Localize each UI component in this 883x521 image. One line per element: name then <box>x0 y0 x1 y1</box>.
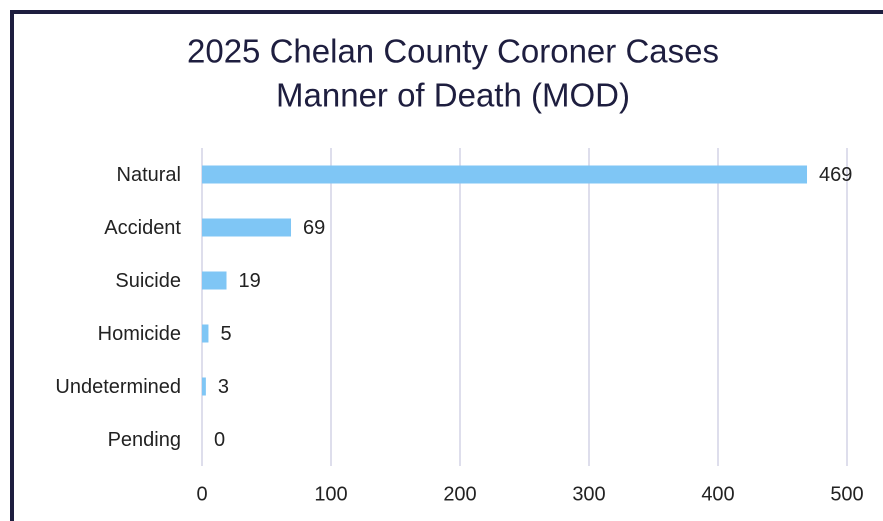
y-tick-label: Undetermined <box>55 376 181 398</box>
x-tick-label: 200 <box>443 483 476 505</box>
x-tick-label: 500 <box>830 483 863 505</box>
data-label: 5 <box>220 323 231 345</box>
data-label: 469 <box>819 164 852 186</box>
y-tick-label: Pending <box>108 429 181 451</box>
y-tick-label: Accident <box>104 217 181 239</box>
chart-title: 2025 Chelan County Coroner Cases <box>187 33 719 70</box>
data-label: 3 <box>218 376 229 398</box>
chart-title: Manner of Death (MOD) <box>276 77 630 114</box>
y-tick-label: Suicide <box>115 270 181 292</box>
data-label: 69 <box>303 217 325 239</box>
frame-left <box>10 10 14 521</box>
frame-top <box>10 10 883 14</box>
bar <box>202 324 209 343</box>
data-label: 0 <box>214 429 225 451</box>
bar <box>202 271 227 290</box>
bar <box>202 218 292 237</box>
bar <box>202 377 206 396</box>
y-tick-label: Natural <box>117 164 181 186</box>
x-tick-label: 300 <box>572 483 605 505</box>
x-tick-label: 0 <box>196 483 207 505</box>
x-tick-label: 100 <box>314 483 347 505</box>
x-tick-label: 400 <box>701 483 734 505</box>
y-tick-label: Homicide <box>98 323 181 345</box>
data-label: 19 <box>239 270 261 292</box>
bar <box>202 165 808 184</box>
